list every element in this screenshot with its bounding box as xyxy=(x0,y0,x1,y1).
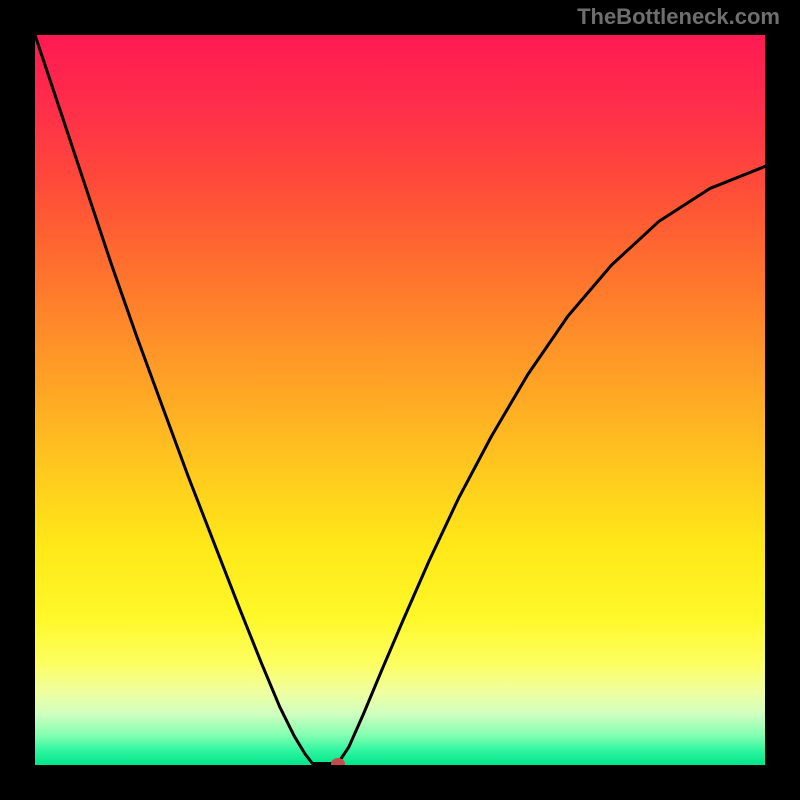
plot-area xyxy=(35,35,765,765)
watermark-text: TheBottleneck.com xyxy=(577,4,780,30)
gradient-background xyxy=(35,35,765,765)
chart-container: TheBottleneck.com xyxy=(0,0,800,800)
minimum-marker xyxy=(331,758,345,765)
